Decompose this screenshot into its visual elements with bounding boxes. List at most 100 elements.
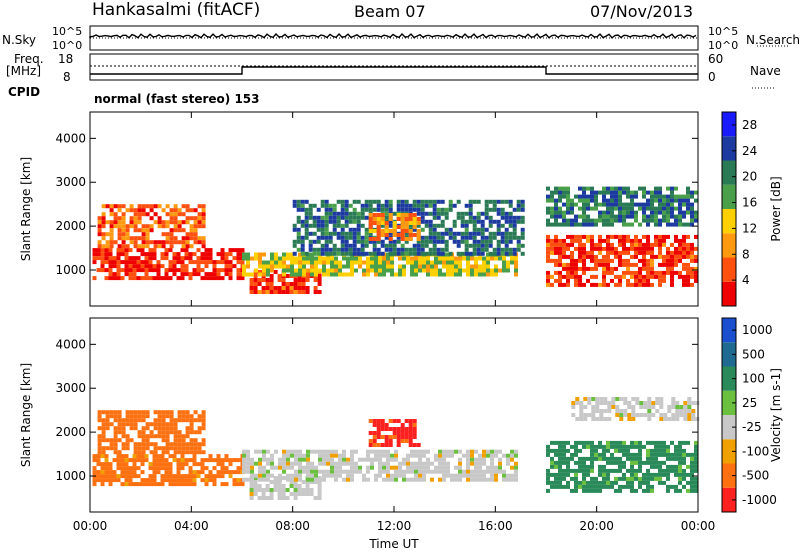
data-cell [626, 250, 630, 255]
data-cell [197, 204, 202, 209]
data-cell [498, 449, 502, 454]
data-cell [161, 430, 166, 435]
data-cell [683, 405, 688, 409]
data-cell [173, 434, 178, 439]
data-cell [197, 450, 202, 455]
data-cell [250, 465, 254, 470]
data-cell [512, 231, 517, 236]
data-cell [312, 231, 317, 236]
colorbar-tick-label: -1000 [742, 493, 777, 507]
data-cell [582, 222, 586, 227]
data-cell [558, 472, 562, 477]
data-cell [212, 272, 217, 277]
data-cell [594, 218, 598, 223]
data-cell [132, 260, 137, 265]
data-cell [346, 264, 350, 269]
data-cell [185, 220, 190, 225]
data-cell [316, 223, 321, 228]
data-cell [650, 262, 654, 267]
data-cell [686, 464, 690, 469]
data-cell [508, 251, 513, 256]
data-cell [313, 286, 318, 290]
data-cell [336, 251, 341, 256]
data-cell [168, 474, 173, 479]
data-cell [326, 272, 330, 277]
data-cell [220, 482, 225, 487]
data-cell [132, 264, 137, 269]
data-cell [208, 272, 213, 277]
data-cell [181, 410, 186, 415]
data-cell [658, 282, 662, 287]
data-cell [356, 235, 361, 240]
data-cell [376, 225, 381, 229]
data-cell [132, 268, 137, 273]
data-cell [149, 224, 154, 229]
data-cell [687, 397, 692, 401]
data-cell [180, 462, 185, 467]
data-cell [562, 202, 566, 207]
data-cell [618, 254, 622, 259]
data-cell [550, 440, 554, 445]
data-cell [380, 207, 385, 212]
data-cell [324, 243, 329, 248]
data-cell [281, 286, 286, 290]
data-cell [694, 218, 698, 223]
data-cell [306, 256, 310, 261]
data-cell [478, 256, 482, 261]
data-cell [172, 272, 177, 277]
data-cell [630, 282, 634, 287]
data-cell [306, 469, 310, 474]
data-cell [666, 194, 670, 199]
data-cell [212, 264, 217, 269]
data-cell [618, 214, 622, 219]
data-cell [488, 207, 493, 212]
data-cell [117, 426, 122, 431]
data-cell [420, 215, 425, 220]
data-cell [554, 214, 558, 219]
data-cell [546, 250, 550, 255]
data-cell [470, 453, 474, 458]
data-cell [305, 286, 310, 290]
data-cell [658, 472, 662, 477]
data-cell [384, 423, 389, 427]
data-cell [634, 270, 638, 275]
data-cell [257, 484, 262, 488]
data-cell [602, 282, 606, 287]
data-cell [390, 477, 394, 482]
data-cell [654, 274, 658, 279]
data-cell [675, 417, 680, 421]
data-cell [658, 194, 662, 199]
data-cell [124, 264, 129, 269]
data-cell [314, 477, 318, 482]
data-cell [165, 414, 170, 419]
data-cell [216, 268, 221, 273]
data-cell [550, 464, 554, 469]
data-cell [402, 256, 406, 261]
data-cell [678, 246, 682, 251]
data-cell [546, 278, 550, 283]
data-cell [558, 278, 562, 283]
data-cell [674, 270, 678, 275]
data-cell [614, 186, 618, 191]
data-cell [269, 480, 274, 484]
data-cell [108, 256, 113, 261]
data-cell [626, 258, 630, 263]
data-cell [200, 458, 205, 463]
data-cell [662, 254, 666, 259]
data-cell [659, 401, 664, 405]
data-cell [646, 488, 650, 493]
data-cell [266, 272, 270, 277]
data-cell [444, 239, 449, 244]
data-cell [575, 397, 580, 401]
data-cell [504, 227, 509, 232]
data-cell [320, 219, 325, 224]
data-cell [390, 264, 394, 269]
data-cell [606, 214, 610, 219]
data-cell [356, 247, 361, 252]
data-cell [314, 260, 318, 265]
data-cell [480, 231, 485, 236]
data-cell [650, 242, 654, 247]
data-cell [156, 466, 161, 471]
data-cell [97, 240, 102, 245]
data-cell [298, 453, 302, 458]
